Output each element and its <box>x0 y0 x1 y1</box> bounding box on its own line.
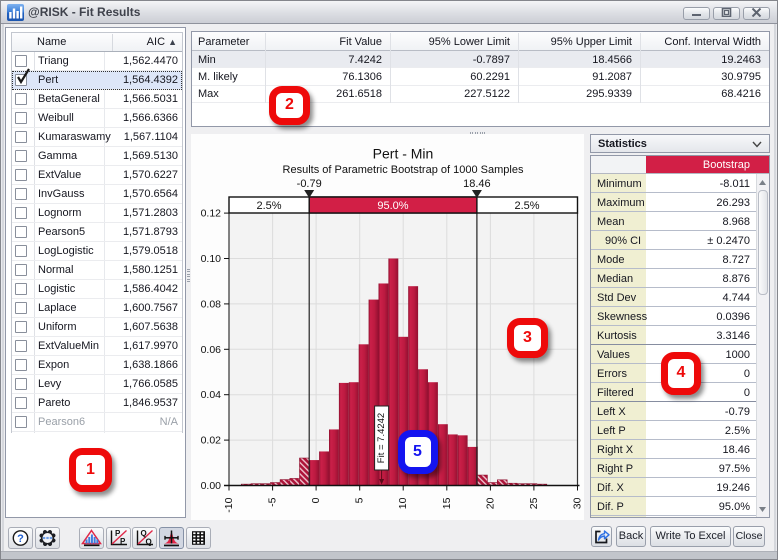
svg-text:Q: Q <box>141 529 147 538</box>
svg-text:0.10: 0.10 <box>201 253 222 265</box>
svg-text:Pert - Min: Pert - Min <box>373 146 434 162</box>
svg-text:30: 30 <box>572 497 584 509</box>
svg-text:0.06: 0.06 <box>201 344 222 356</box>
svg-text:2.5%: 2.5% <box>514 200 539 212</box>
svg-text:2.5%: 2.5% <box>256 200 281 212</box>
svg-text:?: ? <box>17 533 24 545</box>
svg-text:0.04: 0.04 <box>201 389 222 401</box>
svg-text:P: P <box>120 537 126 546</box>
svg-text:0.08: 0.08 <box>201 298 222 310</box>
svg-text:P: P <box>115 529 121 538</box>
svg-text:25: 25 <box>528 497 540 509</box>
svg-text:0: 0 <box>310 497 322 503</box>
svg-text:0.00: 0.00 <box>201 480 222 492</box>
svg-text:0.02: 0.02 <box>201 435 222 447</box>
svg-text:5: 5 <box>354 497 366 503</box>
svg-text:95.0%: 95.0% <box>377 200 408 212</box>
svg-text:Q: Q <box>146 538 152 547</box>
svg-text:Results of Parametric Bootstra: Results of Parametric Bootstrap of 1000 … <box>283 164 524 176</box>
svg-text:-0.79: -0.79 <box>297 178 322 190</box>
svg-text:Fit = 7.4242: Fit = 7.4242 <box>376 413 387 463</box>
svg-text:20: 20 <box>484 497 496 509</box>
svg-text:0.12: 0.12 <box>201 208 222 220</box>
svg-text:18.46: 18.46 <box>463 178 491 190</box>
svg-text:-10: -10 <box>223 497 235 512</box>
svg-text:-5: -5 <box>267 497 279 506</box>
svg-text:10: 10 <box>397 497 409 509</box>
svg-text:15: 15 <box>441 497 453 509</box>
